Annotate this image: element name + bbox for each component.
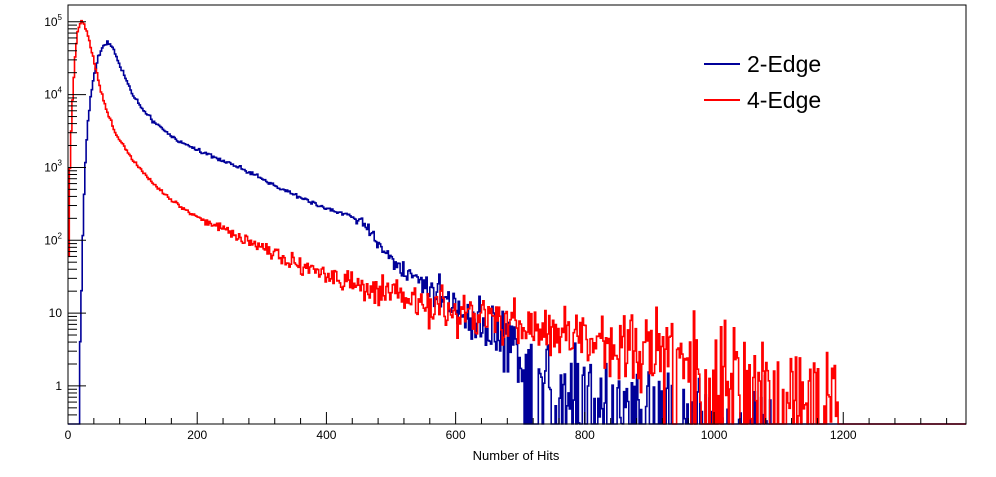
- x-tick-label: 1200: [830, 428, 857, 442]
- y-tick-label: 105: [44, 13, 62, 29]
- series-line-4-edge: [68, 19, 966, 425]
- x-tick-label: 600: [446, 428, 466, 442]
- x-axis-label: Number of Hits: [473, 448, 560, 463]
- x-tick-label: 800: [575, 428, 595, 442]
- legend-label-2-edge: 2-Edge: [747, 51, 821, 77]
- plot-frame: [67, 4, 967, 425]
- legend: 2-Edge 4-Edge: [704, 51, 821, 113]
- y-tick-label: 10: [49, 306, 63, 320]
- x-tick-label: 400: [316, 428, 336, 442]
- y-tick-label: 102: [44, 231, 62, 247]
- y-tick-label: 1: [55, 379, 62, 393]
- x-tick-label: 0: [65, 428, 72, 442]
- y-tick-label: 104: [44, 86, 62, 102]
- x-tick-label: 1000: [701, 428, 728, 442]
- axis-layer: 0 200 400 600 800 1000 1200 1 10 102 103 104 105: [44, 13, 948, 442]
- y-tick-label: 103: [44, 158, 62, 174]
- x-tick-label: 200: [187, 428, 207, 442]
- legend-label-4-edge: 4-Edge: [747, 87, 821, 113]
